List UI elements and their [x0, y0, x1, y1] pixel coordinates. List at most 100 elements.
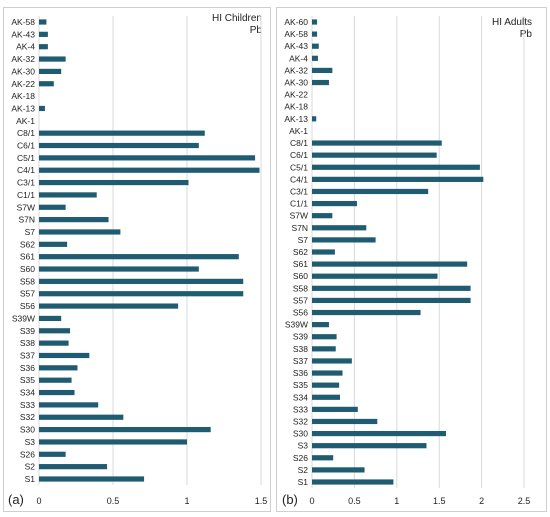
- category-label: S7N: [18, 215, 35, 225]
- category-label: S62: [20, 239, 35, 249]
- bar-s7w: [39, 204, 66, 210]
- x-tick-label: 0.5: [107, 496, 120, 506]
- bar-s1: [312, 479, 394, 485]
- bar-c3-1: [312, 188, 429, 195]
- bar-s38: [39, 340, 69, 346]
- bar-s58: [312, 285, 471, 291]
- bar-ak-30: [312, 79, 329, 86]
- chart-panel-adults: HI Adults Pb (b) AK-60 AK-58 AK-43 AK-4 AK-3…: [276, 7, 547, 512]
- bar-s62: [312, 249, 335, 255]
- bar-ak-60: [312, 19, 318, 25]
- category-label: AK-30: [11, 66, 35, 76]
- category-label: S58: [293, 283, 308, 293]
- category-label: S39W: [285, 320, 308, 330]
- bar-s39w: [312, 322, 329, 328]
- chart-subtitle-text: Pb: [249, 25, 262, 36]
- x-tick-label: 0: [309, 496, 314, 506]
- bar-s62: [39, 241, 68, 247]
- bar-chart-adults: AK-60 AK-58 AK-43 AK-4 AK-32 AK-30 AK-22 AK-18 A…: [284, 16, 531, 506]
- category-label: S58: [20, 276, 35, 286]
- bar-c4-1: [39, 167, 260, 173]
- bar-ak-4: [39, 44, 48, 50]
- category-label: S7W: [290, 211, 308, 221]
- category-label: S57: [293, 295, 308, 305]
- bar-s35: [39, 377, 72, 383]
- category-label: S38: [20, 338, 35, 348]
- bar-ak-4: [312, 55, 318, 61]
- category-label: S2: [298, 465, 309, 475]
- chart-title-children: HI Children Pb: [212, 13, 262, 37]
- category-label: S1: [25, 474, 36, 484]
- bar-s7n: [312, 225, 367, 231]
- category-label: C4/1: [290, 174, 308, 184]
- category-label: C3/1: [17, 178, 35, 188]
- x-tick-label: 2: [479, 496, 484, 506]
- x-tick-label: 0.5: [348, 496, 361, 506]
- bar-s39w: [39, 315, 62, 322]
- bar-s39: [39, 328, 71, 334]
- category-label: C6/1: [17, 141, 35, 151]
- category-label: S36: [20, 363, 35, 373]
- category-label: S60: [20, 264, 35, 274]
- bar-c5-1: [39, 155, 256, 161]
- category-label: AK-13: [284, 114, 308, 124]
- bar-s32: [39, 414, 124, 420]
- x-tick-label: 2.5: [518, 496, 531, 506]
- bar-s36: [39, 365, 78, 371]
- category-label: AK-22: [11, 79, 35, 89]
- category-label: AK-30: [284, 78, 308, 88]
- category-label: S2: [25, 462, 36, 472]
- category-label: C8/1: [290, 138, 308, 148]
- bar-s36: [312, 370, 343, 376]
- bar-s32: [312, 418, 378, 425]
- x-tick-label: 0: [36, 496, 41, 506]
- bar-s33: [39, 402, 99, 408]
- panel-label-a: (a): [8, 492, 24, 507]
- category-label: S34: [20, 388, 35, 398]
- category-label: AK-18: [284, 102, 308, 112]
- bar-s3: [312, 443, 427, 449]
- bar-s39: [312, 334, 337, 340]
- bar-ak-58: [312, 31, 318, 37]
- x-tick-label: 1.5: [255, 496, 268, 506]
- bar-s60: [39, 266, 199, 272]
- bar-ak-32: [312, 67, 333, 74]
- bar-s57: [39, 291, 244, 297]
- bar-s35: [312, 382, 340, 388]
- category-label: S32: [293, 416, 308, 426]
- category-label: AK-4: [16, 42, 35, 52]
- category-label: S57: [20, 289, 35, 299]
- category-label: S3: [25, 437, 36, 447]
- category-label: S37: [293, 356, 308, 366]
- bar-c3-1: [39, 179, 189, 186]
- x-tick-label: 1.5: [433, 496, 446, 506]
- bar-s26: [312, 455, 334, 461]
- category-label: S35: [20, 375, 35, 385]
- category-label: C5/1: [290, 162, 308, 172]
- category-label: AK-58: [11, 17, 35, 27]
- bar-ak-32: [39, 56, 66, 62]
- bar-c6-1: [312, 152, 437, 158]
- category-label: S39: [20, 326, 35, 336]
- chart-title-text: HI Adults: [491, 17, 532, 28]
- bar-s37: [39, 352, 90, 359]
- chart-subtitle-text: Pb: [519, 29, 532, 40]
- bar-s38: [312, 346, 336, 352]
- category-label: AK-43: [11, 29, 35, 39]
- bar-s2: [312, 467, 365, 473]
- category-label: S38: [293, 344, 308, 354]
- category-label: S32: [20, 412, 35, 422]
- category-label: C1/1: [290, 199, 308, 209]
- bar-s33: [312, 406, 358, 412]
- bar-c8-1: [39, 130, 205, 136]
- x-tick-label: 1: [184, 496, 189, 506]
- category-label: S26: [20, 449, 35, 459]
- bar-c1-1: [312, 200, 357, 207]
- x-tick-label: 1: [394, 496, 399, 506]
- category-label: S7N: [291, 223, 308, 233]
- category-label: C4/1: [17, 165, 35, 175]
- bar-ak-13: [39, 105, 45, 112]
- bar-s61: [312, 261, 468, 267]
- bar-c1-1: [39, 192, 97, 198]
- bar-s57: [312, 297, 471, 304]
